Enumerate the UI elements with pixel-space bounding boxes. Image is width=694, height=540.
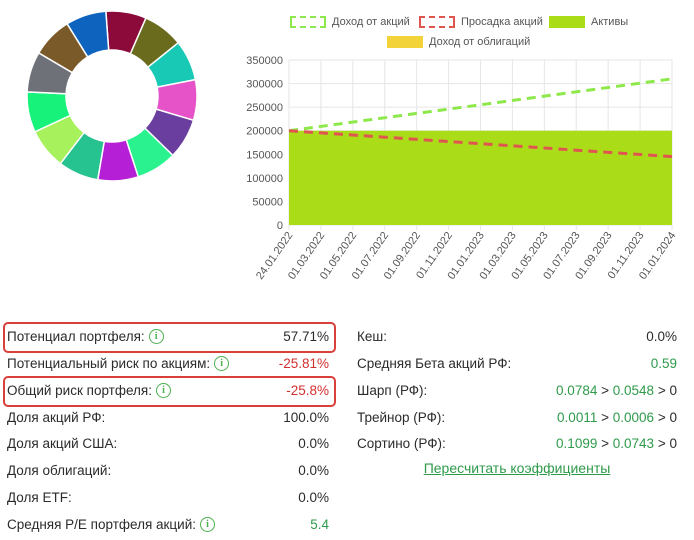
metric-value: 100.0%: [283, 409, 329, 425]
y-tick-label: 300000: [246, 79, 283, 91]
metric-average-beta: Средняя Бета акций РФ: 0.59: [357, 351, 677, 375]
metric-label: Потенциальный риск по акциям:: [7, 355, 211, 371]
legend-item-drawdown[interactable]: Просадка акций: [419, 16, 543, 28]
line-series: [288, 77, 673, 133]
gt-sign: >: [601, 409, 609, 425]
metric-portfolio-potential: Потенциал портфеля: i 57.71%: [7, 324, 329, 348]
y-tick-label: 350000: [246, 55, 283, 67]
ratio-value-b: 0.0743: [612, 435, 655, 451]
metric-value: -25.8%: [286, 382, 329, 398]
chart-areas: [289, 130, 672, 225]
legend-item-income[interactable]: Доход от акций: [290, 16, 410, 28]
line-series: [288, 129, 673, 159]
metric-label: Доля акций РФ:: [7, 409, 106, 425]
info-icon[interactable]: i: [199, 516, 215, 532]
metric-value: 0.0%: [298, 489, 329, 505]
metric-value: 0.0%: [298, 462, 329, 478]
metric-label: Средняя P/E портфеля акций:: [7, 516, 196, 532]
metric-label: Общий риск портфеля:: [7, 382, 152, 398]
gt-sign: >: [657, 409, 666, 425]
metric-value: 57.71%: [283, 328, 329, 344]
y-tick-label: 50000: [252, 196, 283, 208]
y-tick-label: 250000: [246, 102, 283, 114]
metric-treynor: Трейнор (РФ): 0.0011 > 0.0006 > 0: [357, 405, 677, 429]
metric-value: 5.4: [310, 516, 329, 532]
legend-label-drawdown: Просадка акций: [461, 16, 543, 28]
legend-label-assets: Активы: [591, 16, 629, 28]
metric-value: -25.81%: [278, 355, 329, 371]
metric-value-group: 0.0011 > 0.0006 > 0: [557, 410, 677, 425]
ratio-value-b: 0.0006: [612, 409, 655, 425]
gt-sign: >: [601, 382, 609, 398]
donut-slice[interactable]: [66, 10, 110, 58]
metric-cash: Кеш: 0.0%: [357, 324, 677, 348]
y-tick-label: 150000: [246, 149, 283, 161]
metric-label: Трейнор (РФ):: [357, 409, 446, 425]
ratio-value-b: 0.0548: [612, 382, 655, 398]
ratio-value-a: 0.0784: [556, 382, 598, 398]
metric-label: Доля акций США:: [7, 435, 118, 451]
ratio-threshold: 0: [669, 409, 677, 425]
gt-sign: >: [601, 435, 609, 451]
info-icon[interactable]: i: [214, 355, 230, 371]
legend-swatch-assets: [549, 16, 585, 28]
ratio-value-a: 0.1099: [556, 435, 598, 451]
ratio-threshold: 0: [669, 382, 677, 398]
highlight-box-total-risk: [3, 376, 336, 407]
metric-value: 0.59: [650, 355, 677, 371]
recalc-link-wrap: Пересчитать коэффициенты: [357, 460, 677, 478]
ratio-threshold: 0: [669, 435, 677, 451]
metric-value: 0.0%: [646, 328, 677, 344]
info-icon[interactable]: i: [148, 328, 164, 344]
gt-sign: >: [657, 382, 666, 398]
metric-label: Средняя Бета акций РФ:: [357, 355, 512, 371]
metric-total-risk: Общий риск портфеля: i -25.8%: [7, 378, 329, 402]
y-tick-label: 0: [277, 220, 283, 232]
metric-label: Потенциал портфеля:: [7, 328, 145, 344]
y-tick-label: 200000: [246, 126, 283, 138]
metric-value-group: 0.1099 > 0.0743 > 0: [556, 436, 677, 451]
metric-label: Шарп (РФ):: [357, 382, 428, 398]
ratio-value-a: 0.0011: [557, 409, 598, 425]
metric-label: Кеш:: [357, 328, 387, 344]
metric-sortino: Сортино (РФ): 0.1099 > 0.0743 > 0: [357, 431, 677, 455]
metric-value: 0.0%: [298, 435, 329, 451]
gt-sign: >: [657, 435, 666, 451]
metric-value-group: 0.0784 > 0.0548 > 0: [556, 383, 677, 398]
legend-label-income: Доход от акций: [332, 16, 410, 28]
metric-average-pe: Средняя P/E портфеля акций: i 5.4: [7, 512, 329, 536]
legend-swatch-bonds: [387, 36, 423, 48]
recalculate-ratios-link[interactable]: Пересчитать коэффициенты: [423, 460, 611, 476]
legend-label-bonds: Доход от облигаций: [429, 36, 531, 48]
metric-stock-risk: Потенциальный риск по акциям: i -25.81%: [7, 351, 329, 375]
metric-label: Сортино (РФ):: [357, 435, 446, 451]
legend-swatch-drawdown: [419, 16, 455, 28]
area-series: [289, 130, 672, 225]
y-tick-label: 100000: [246, 173, 283, 185]
chart-lines: [288, 77, 673, 159]
metric-label: Доля ETF:: [7, 489, 72, 505]
metric-sharpe: Шарп (РФ): 0.0784 > 0.0548 > 0: [357, 378, 677, 402]
metric-label: Доля облигаций:: [7, 462, 112, 478]
legend-swatch-income: [290, 16, 326, 28]
metric-etf-share: Доля ETF: 0.0%: [7, 485, 329, 509]
info-icon[interactable]: i: [155, 382, 171, 398]
allocation-donut-chart: [26, 10, 198, 182]
legend-item-assets[interactable]: Активы: [549, 16, 628, 28]
legend-item-bonds[interactable]: Доход от облигаций: [387, 36, 530, 48]
highlight-box-potential: [3, 322, 336, 353]
metric-ru-stocks-share: Доля акций РФ: 100.0%: [7, 405, 329, 429]
portfolio-forecast-chart: 0 50000 100000 150000 200000 250000 300000 3500…: [246, 55, 678, 282]
metric-bonds-share: Доля облигаций: 0.0%: [7, 458, 329, 482]
metric-us-stocks-share: Доля акций США: 0.0%: [7, 431, 329, 455]
